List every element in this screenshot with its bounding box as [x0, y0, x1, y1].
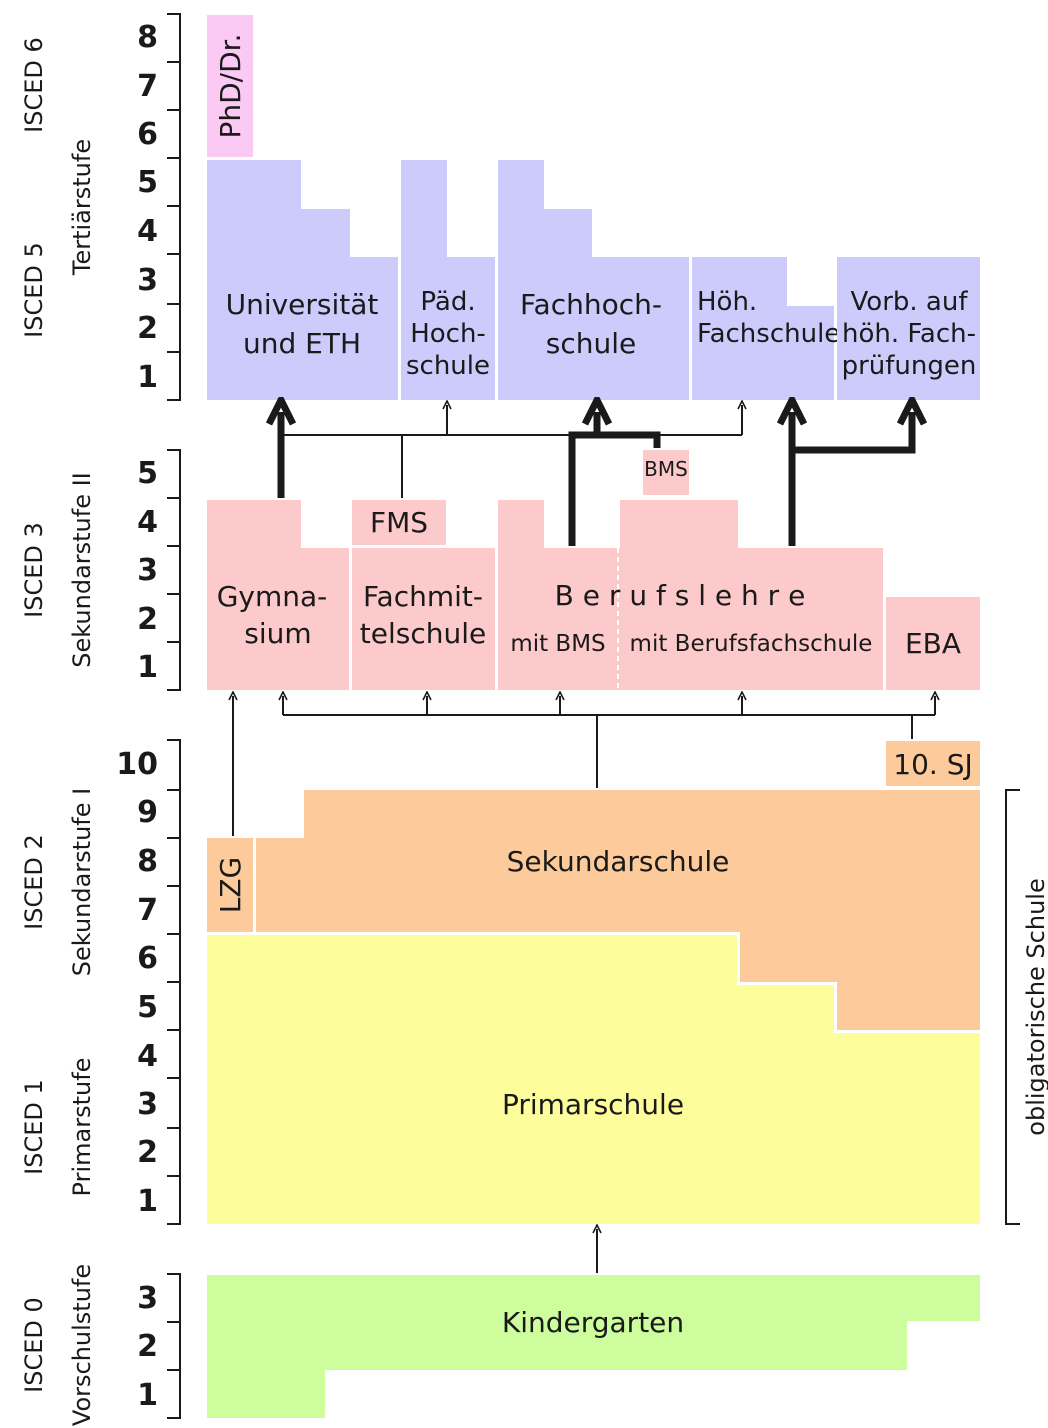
scale-tick: 3 — [137, 263, 158, 298]
block-gymnasium — [207, 500, 349, 690]
vorb-label-1: Vorb. auf — [851, 287, 969, 317]
phd-label: PhD/Dr. — [214, 33, 247, 138]
scale-tick: 1 — [137, 650, 158, 685]
label-isced2: ISCED 2 — [20, 834, 48, 930]
scale-tick: 4 — [137, 214, 158, 249]
vorb-label-2: höh. Fach- — [842, 319, 976, 349]
berufslehre-label: B e r u f s l e h r e — [555, 579, 806, 612]
gymnasium-label-2: sium — [244, 617, 311, 650]
universitaet-label-2: und ETH — [243, 327, 361, 360]
scale-tick: 5 — [137, 165, 158, 200]
scale-tick: 7 — [137, 893, 158, 928]
scale-tick: 3 — [137, 553, 158, 588]
scale-preschool: 3 2 1 — [137, 1273, 181, 1419]
block-fachhochschule — [498, 160, 689, 400]
block-berufslehre — [498, 500, 883, 690]
10-sj-label: 10. SJ — [893, 748, 972, 781]
scale-tick: 2 — [137, 311, 158, 346]
label-isced3: ISCED 3 — [20, 522, 48, 618]
scale-tick: 6 — [137, 117, 158, 152]
label-sekundarstufe2: Sekundarstufe II — [68, 472, 96, 668]
scale-tick: 1 — [137, 360, 158, 395]
block-phd — [207, 15, 253, 157]
fachhochschule-label-1: Fachhoch- — [520, 288, 662, 321]
block-fms — [352, 500, 446, 545]
hf-label-1: Höh. — [697, 287, 757, 317]
fachhochschule-label-2: schule — [546, 327, 636, 360]
block-fachmittelschule — [352, 548, 495, 690]
kindergarten-label: Kindergarten — [502, 1306, 684, 1339]
thin-connections — [233, 405, 935, 1273]
obligatorisch-bracket — [1005, 789, 1020, 1225]
scale-tertiary: 8 7 6 5 4 3 2 1 — [137, 13, 181, 401]
block-paed-hochschule — [401, 160, 495, 400]
universitaet-label-1: Universität — [226, 288, 379, 321]
label-tertiaerstufe: Tertiärstufe — [68, 139, 96, 276]
scale-tick: 1 — [137, 1378, 158, 1413]
block-vorbereitung-fachpruefungen — [837, 257, 980, 400]
scale-tick: 5 — [137, 456, 158, 491]
block-hoehere-fachschule — [692, 257, 834, 400]
mit-berufsfachschule-label: mit Berufsfachschule — [630, 631, 873, 657]
eba-label: EBA — [905, 627, 961, 660]
block-eba — [886, 597, 980, 690]
label-sekundarstufe1: Sekundarstufe I — [68, 788, 96, 976]
block-kindergarten — [207, 1275, 980, 1418]
paed-label-3: schule — [406, 351, 490, 381]
scale-tick: 5 — [137, 990, 158, 1025]
block-10-sj — [886, 741, 980, 786]
fachmittelschule-label-2: telschule — [360, 617, 486, 650]
label-isced0: ISCED 0 — [20, 1297, 48, 1393]
sekundarschule-label: Sekundarschule — [507, 845, 730, 878]
lzg-label: LZG — [214, 857, 247, 913]
obligatorisch-label: obligatorische Schule — [1022, 878, 1048, 1135]
scale-tick: 1 — [137, 1184, 158, 1219]
fms-label: FMS — [370, 506, 428, 539]
vorb-label-3: prüfungen — [842, 351, 977, 381]
bms-small-label: BMS — [644, 457, 688, 481]
scale-tick: 8 — [137, 20, 158, 55]
label-primarstufe: Primarstufe — [68, 1058, 96, 1197]
label-isced5: ISCED 5 — [20, 242, 48, 338]
scale-tick: 2 — [137, 1135, 158, 1170]
mit-bms-label: mit BMS — [510, 631, 605, 657]
block-bms-small — [643, 450, 689, 495]
scale-tick: 6 — [137, 941, 158, 976]
label-vorschulstufe: Vorschulstufe — [68, 1264, 96, 1426]
scale-tick: 3 — [137, 1087, 158, 1122]
hf-label-2: Fachschule — [697, 319, 840, 349]
gymnasium-label-1: Gymna- — [217, 580, 328, 613]
scale-secondary2: 5 4 3 2 1 — [137, 449, 181, 691]
paed-label-2: Hoch- — [410, 319, 486, 349]
scale-secondary1-primary: 10 9 8 7 6 5 4 3 2 1 — [116, 739, 181, 1225]
scale-tick: 2 — [137, 1329, 158, 1364]
scale-tick: 4 — [137, 1039, 158, 1074]
scale-tick: 4 — [137, 505, 158, 540]
scale-tick: 7 — [137, 69, 158, 104]
block-sekundarschule — [256, 790, 980, 1030]
level-labels: ISCED 6 ISCED 5 Tertiärstufe ISCED 3 Sek… — [20, 37, 96, 1426]
scale-tick: 10 — [116, 747, 158, 782]
scale-tick: 2 — [137, 602, 158, 637]
label-isced6: ISCED 6 — [20, 37, 48, 133]
block-primarschule — [207, 935, 980, 1224]
label-isced1: ISCED 1 — [20, 1079, 48, 1175]
block-universitaet — [207, 160, 398, 400]
scale-tick: 8 — [137, 844, 158, 879]
paed-label-1: Päd. — [420, 287, 475, 317]
scale-tick: 3 — [137, 1281, 158, 1316]
fachmittelschule-label-1: Fachmit- — [363, 580, 483, 613]
thick-connections — [281, 412, 912, 546]
primarschule-label: Primarschule — [502, 1088, 684, 1121]
scale-tick: 9 — [137, 795, 158, 830]
block-lzg — [207, 838, 253, 932]
